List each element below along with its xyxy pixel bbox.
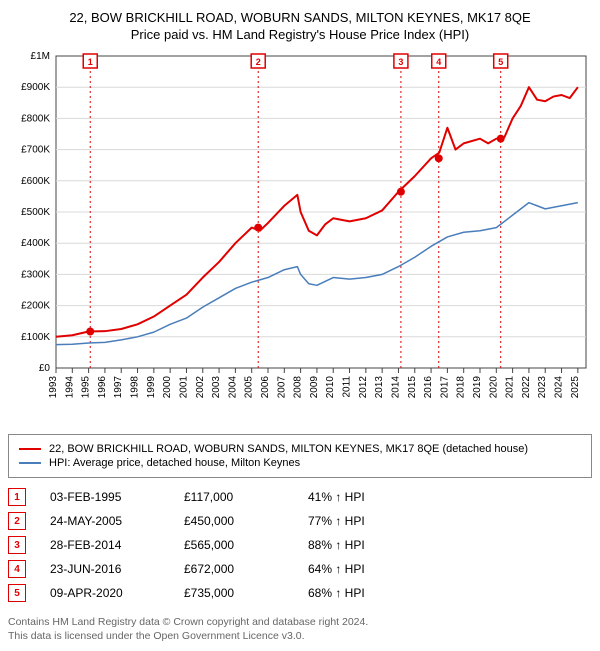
svg-text:2000: 2000 xyxy=(162,376,173,399)
sale-price: £450,000 xyxy=(184,514,284,528)
sale-marker-icon: 1 xyxy=(8,488,26,506)
svg-text:1995: 1995 xyxy=(81,376,92,399)
svg-text:£700K: £700K xyxy=(21,145,50,156)
svg-text:2020: 2020 xyxy=(488,376,499,399)
svg-text:£600K: £600K xyxy=(21,176,50,187)
sale-pct-vs-hpi: 64% ↑ HPI xyxy=(308,562,418,576)
svg-text:2003: 2003 xyxy=(211,376,222,399)
svg-text:2005: 2005 xyxy=(244,376,255,399)
sale-price: £735,000 xyxy=(184,586,284,600)
sales-history-table: 1 03-FEB-1995 £117,000 41% ↑ HPI 2 24-MAY-200… xyxy=(8,488,592,602)
svg-text:1999: 1999 xyxy=(146,376,157,399)
svg-text:£100K: £100K xyxy=(21,332,50,343)
svg-text:£500K: £500K xyxy=(21,207,50,218)
legend-label: HPI: Average price, detached house, Milt… xyxy=(49,457,300,469)
svg-text:2023: 2023 xyxy=(537,376,548,399)
sale-marker-icon: 4 xyxy=(8,560,26,578)
legend-swatch xyxy=(19,462,41,464)
svg-text:5: 5 xyxy=(498,57,503,67)
chart-svg: £0 £100K £200K £300K £400K £500K £600K £700K £80… xyxy=(8,48,592,428)
svg-text:£0: £0 xyxy=(39,363,51,374)
svg-text:1996: 1996 xyxy=(97,376,108,399)
svg-text:£300K: £300K xyxy=(21,269,50,280)
svg-text:£800K: £800K xyxy=(21,113,50,124)
sale-date: 23-JUN-2016 xyxy=(50,562,160,576)
svg-text:1993: 1993 xyxy=(48,376,59,399)
svg-text:3: 3 xyxy=(398,57,403,67)
sale-marker-icon: 2 xyxy=(8,512,26,530)
sales-row: 2 24-MAY-2005 £450,000 77% ↑ HPI xyxy=(8,512,592,530)
svg-text:2002: 2002 xyxy=(195,376,206,399)
svg-text:2017: 2017 xyxy=(439,376,450,399)
svg-text:2001: 2001 xyxy=(178,376,189,399)
sale-marker-icon: 5 xyxy=(8,584,26,602)
svg-text:2024: 2024 xyxy=(554,376,565,399)
sales-row: 1 03-FEB-1995 £117,000 41% ↑ HPI xyxy=(8,488,592,506)
svg-text:2008: 2008 xyxy=(293,376,304,399)
svg-text:£900K: £900K xyxy=(21,82,50,93)
sale-pct-vs-hpi: 88% ↑ HPI xyxy=(308,538,418,552)
svg-text:2004: 2004 xyxy=(227,376,238,399)
price-chart: £0 £100K £200K £300K £400K £500K £600K £700K £80… xyxy=(8,48,592,428)
sales-row: 5 09-APR-2020 £735,000 68% ↑ HPI xyxy=(8,584,592,602)
legend-row: 22, BOW BRICKHILL ROAD, WOBURN SANDS, MI… xyxy=(19,443,581,455)
svg-text:2009: 2009 xyxy=(309,376,320,399)
svg-text:2021: 2021 xyxy=(505,376,516,399)
sale-pct-vs-hpi: 77% ↑ HPI xyxy=(308,514,418,528)
chart-title-line2: Price paid vs. HM Land Registry's House … xyxy=(8,27,592,42)
footnote: Contains HM Land Registry data © Crown c… xyxy=(8,616,592,643)
svg-text:2016: 2016 xyxy=(423,376,434,399)
svg-text:2012: 2012 xyxy=(358,376,369,399)
sale-pct-vs-hpi: 41% ↑ HPI xyxy=(308,490,418,504)
svg-text:1997: 1997 xyxy=(113,376,124,399)
sale-date: 09-APR-2020 xyxy=(50,586,160,600)
svg-text:£1M: £1M xyxy=(31,51,50,62)
sale-price: £565,000 xyxy=(184,538,284,552)
sales-row: 3 28-FEB-2014 £565,000 88% ↑ HPI xyxy=(8,536,592,554)
svg-text:£400K: £400K xyxy=(21,238,50,249)
legend-row: HPI: Average price, detached house, Milt… xyxy=(19,457,581,469)
legend-swatch xyxy=(19,448,41,450)
svg-text:1: 1 xyxy=(88,57,93,67)
sale-price: £117,000 xyxy=(184,490,284,504)
svg-text:2011: 2011 xyxy=(342,376,353,398)
svg-text:2025: 2025 xyxy=(570,376,581,399)
sales-row: 4 23-JUN-2016 £672,000 64% ↑ HPI xyxy=(8,560,592,578)
svg-text:2015: 2015 xyxy=(407,376,418,399)
footnote-line1: Contains HM Land Registry data © Crown c… xyxy=(8,616,592,630)
sale-pct-vs-hpi: 68% ↑ HPI xyxy=(308,586,418,600)
sale-date: 03-FEB-1995 xyxy=(50,490,160,504)
svg-text:2: 2 xyxy=(256,57,261,67)
svg-text:2010: 2010 xyxy=(325,376,336,399)
svg-text:2013: 2013 xyxy=(374,376,385,399)
legend-label: 22, BOW BRICKHILL ROAD, WOBURN SANDS, MI… xyxy=(49,443,528,455)
svg-text:2014: 2014 xyxy=(390,376,401,399)
sale-date: 24-MAY-2005 xyxy=(50,514,160,528)
svg-text:4: 4 xyxy=(436,57,441,67)
sale-date: 28-FEB-2014 xyxy=(50,538,160,552)
svg-text:£200K: £200K xyxy=(21,301,50,312)
svg-text:2022: 2022 xyxy=(521,376,532,399)
footnote-line2: This data is licensed under the Open Gov… xyxy=(8,630,592,644)
svg-text:2006: 2006 xyxy=(260,376,271,399)
sale-price: £672,000 xyxy=(184,562,284,576)
chart-title-line1: 22, BOW BRICKHILL ROAD, WOBURN SANDS, MI… xyxy=(8,10,592,25)
svg-text:2019: 2019 xyxy=(472,376,483,399)
svg-text:1994: 1994 xyxy=(64,376,75,399)
sale-marker-icon: 3 xyxy=(8,536,26,554)
svg-text:1998: 1998 xyxy=(130,376,141,399)
svg-text:2018: 2018 xyxy=(456,376,467,399)
svg-text:2007: 2007 xyxy=(276,376,287,399)
legend: 22, BOW BRICKHILL ROAD, WOBURN SANDS, MI… xyxy=(8,434,592,478)
